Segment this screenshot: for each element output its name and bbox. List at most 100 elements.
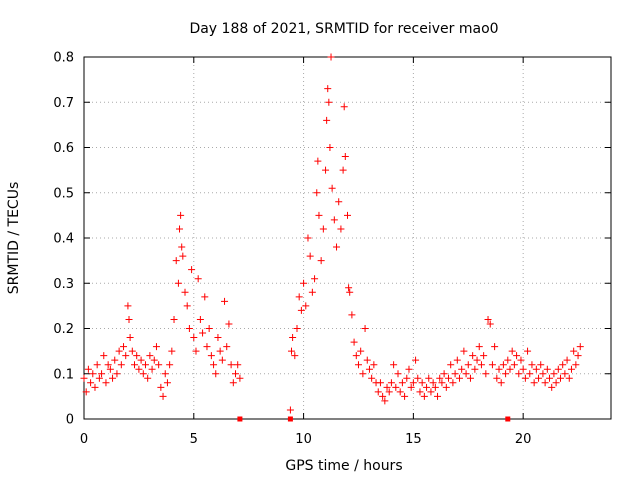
data-point [176, 225, 184, 233]
data-point [445, 374, 453, 382]
data-point [126, 334, 134, 342]
data-point [117, 361, 125, 369]
data-point [345, 284, 353, 292]
data-point [464, 361, 472, 369]
data-point [102, 379, 110, 387]
data-point [225, 320, 233, 328]
data-point [548, 383, 556, 391]
data-point [394, 370, 402, 378]
data-point [519, 365, 527, 373]
data-point [300, 279, 308, 287]
x-tick-label: 10 [295, 432, 312, 447]
data-point [146, 352, 154, 360]
data-point [401, 392, 409, 400]
data-point [177, 211, 185, 219]
data-point [122, 352, 130, 360]
data-point [181, 288, 189, 296]
data-point [207, 352, 215, 360]
y-tick-label: 0.3 [53, 277, 74, 292]
data-point [418, 379, 426, 387]
data-point [333, 243, 341, 251]
data-point [354, 361, 362, 369]
data-point [488, 361, 496, 369]
data-point [455, 374, 463, 382]
data-point [370, 361, 378, 369]
data-point [227, 361, 235, 369]
data-point [567, 365, 575, 373]
data-point [315, 211, 323, 219]
data-point [174, 279, 182, 287]
data-point [346, 288, 354, 296]
data-point [537, 361, 545, 369]
data-point [339, 166, 347, 174]
data-point [124, 302, 132, 310]
data-point [104, 361, 112, 369]
data-point [98, 370, 106, 378]
data-point [482, 370, 490, 378]
data-point [144, 374, 152, 382]
y-tick-label: 0.7 [53, 96, 74, 111]
data-point [203, 343, 211, 351]
data-point [87, 379, 95, 387]
data-point [84, 365, 92, 373]
data-point [528, 361, 536, 369]
y-tick-label: 0.8 [53, 51, 74, 66]
data-point [170, 315, 178, 323]
data-point [365, 365, 373, 373]
data-point [137, 356, 145, 364]
data-point [466, 374, 474, 382]
data-point [286, 406, 294, 414]
data-point [317, 257, 325, 265]
data-point [532, 365, 540, 373]
data-point [106, 365, 114, 373]
data-point [337, 225, 345, 233]
data-point [409, 379, 417, 387]
data-point [183, 302, 191, 310]
data-point [234, 361, 242, 369]
data-point [308, 288, 316, 296]
data-point [210, 361, 218, 369]
data-point [480, 352, 488, 360]
data-point [484, 315, 492, 323]
y-axis-title: SRMTID / TECUs [6, 182, 22, 295]
data-point [314, 157, 322, 165]
data-point [163, 379, 171, 387]
data-point [460, 347, 468, 355]
data-point [341, 153, 349, 161]
data-point [565, 374, 573, 382]
data-point [368, 374, 376, 382]
data-point [471, 365, 479, 373]
data-point [539, 370, 547, 378]
data-point [469, 352, 477, 360]
data-point [493, 374, 501, 382]
data-point [556, 374, 564, 382]
data-point [416, 388, 424, 396]
data-point [379, 392, 387, 400]
data-point [420, 392, 428, 400]
data-point [295, 293, 303, 301]
data-point [440, 370, 448, 378]
data-point [429, 379, 437, 387]
data-point [91, 383, 99, 391]
data-point [159, 392, 167, 400]
x-axis: 0 5 10 15 20 [80, 57, 531, 447]
data-point [168, 347, 176, 355]
data-point [425, 374, 433, 382]
data-point [477, 361, 485, 369]
data-point [201, 293, 209, 301]
data-point [194, 275, 202, 283]
data-point [288, 347, 296, 355]
gap-marker [237, 416, 243, 422]
data-point [82, 388, 90, 396]
data-point [192, 347, 200, 355]
data-point [359, 370, 367, 378]
gap-markers [237, 416, 511, 422]
data-point [223, 343, 231, 351]
data-point [499, 361, 507, 369]
data-point [495, 365, 503, 373]
data-point [306, 252, 314, 260]
data-point [324, 85, 332, 93]
data-point [407, 383, 415, 391]
data-point [390, 361, 398, 369]
data-point [172, 257, 180, 265]
